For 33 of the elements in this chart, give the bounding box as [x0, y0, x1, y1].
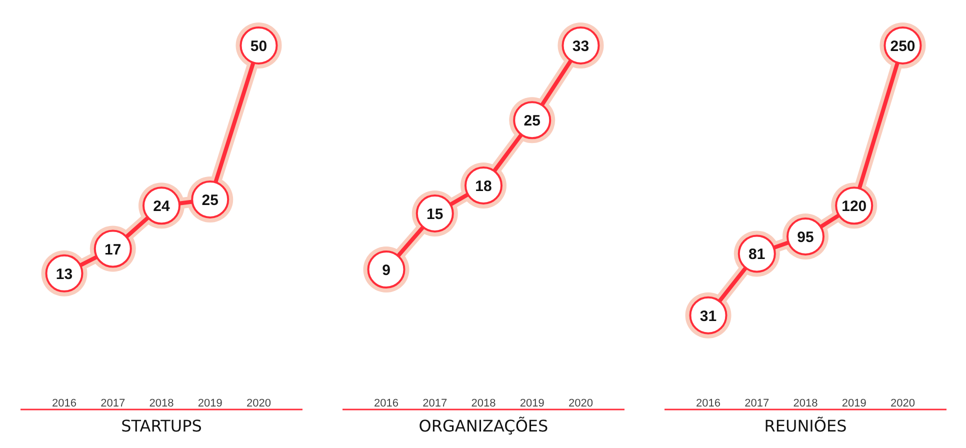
- x-tick-label: 2016: [52, 398, 77, 410]
- text: REUNIÕES: [764, 416, 847, 436]
- x-tick-label: 2020: [568, 398, 593, 410]
- data-label: 17: [104, 241, 122, 258]
- data-label: 18: [475, 178, 492, 195]
- data-label: 25: [202, 192, 218, 209]
- x-tick-label: 2020: [246, 398, 271, 410]
- data-label: 120: [842, 198, 867, 216]
- x-tick-label: 2018: [793, 398, 818, 410]
- x-tick-label: 2019: [520, 398, 544, 410]
- data-label: 31: [700, 308, 717, 325]
- x-tick-label: 2019: [198, 398, 222, 410]
- data-label: 250: [890, 38, 916, 55]
- data-label: 13: [56, 266, 73, 283]
- text: ORGANIZAÇÕES: [418, 416, 548, 436]
- data-label: 9: [382, 262, 390, 280]
- text: STARTUPS: [121, 416, 202, 436]
- data-label: 33: [572, 38, 590, 55]
- data-label: 50: [250, 38, 268, 55]
- data-label: 95: [797, 228, 814, 246]
- data-label: 24: [153, 198, 170, 216]
- x-tick-label: 2019: [842, 398, 866, 410]
- x-tick-label: 2018: [471, 398, 496, 410]
- x-tick-label: 2020: [890, 398, 915, 410]
- x-tick-label: 2018: [149, 398, 174, 410]
- x-tick-label: 2016: [696, 398, 721, 410]
- x-tick-label: 2016: [374, 398, 399, 410]
- data-label: 81: [748, 246, 766, 264]
- x-tick-label: 2017: [744, 398, 770, 410]
- data-label: 25: [524, 112, 540, 130]
- x-tick-label: 2017: [422, 398, 448, 410]
- x-tick-label: 2017: [100, 398, 126, 410]
- data-label: 15: [426, 206, 444, 224]
